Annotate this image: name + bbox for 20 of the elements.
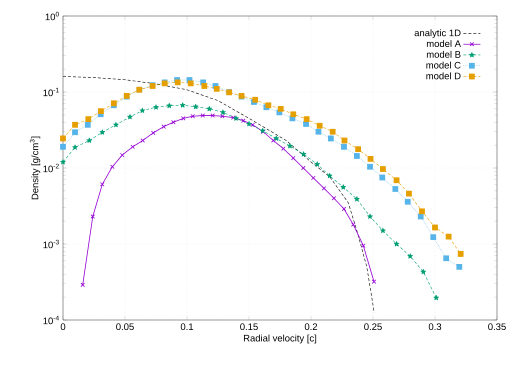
- y-tick-label: 10$^{-4}$: [43, 316, 59, 324]
- x-tick-label: 0.25: [364, 323, 382, 330]
- x-tick-label: 0.3: [428, 323, 442, 330]
- x-tick-label: 0.2: [304, 323, 318, 330]
- y-tick-label: 10$^{-1}$: [43, 88, 59, 96]
- y-tick-label: 10$^{0}$: [46, 12, 59, 20]
- legend-label: model D: [426, 72, 461, 80]
- x-tick-label: 0.05: [116, 323, 134, 330]
- y-axis-title: Density [g/cm$^{3}$]: [30, 136, 40, 200]
- x-tick-label: 0.15: [240, 323, 258, 330]
- x-tick-label: 0.35: [488, 323, 506, 330]
- legend-label: analytic 1D: [414, 29, 461, 38]
- legend-label: model A: [426, 40, 461, 48]
- x-tick-label: 0: [60, 323, 66, 330]
- legend-label: model B: [426, 50, 460, 58]
- x-axis-title: Radial velocity [c]: [244, 334, 316, 344]
- legend-label: model C: [426, 62, 461, 69]
- y-tick-label: 10$^{-2}$: [43, 164, 59, 172]
- x-tick-label: 0.1: [180, 323, 194, 330]
- y-tick-label: 10$^{-3}$: [43, 240, 59, 248]
